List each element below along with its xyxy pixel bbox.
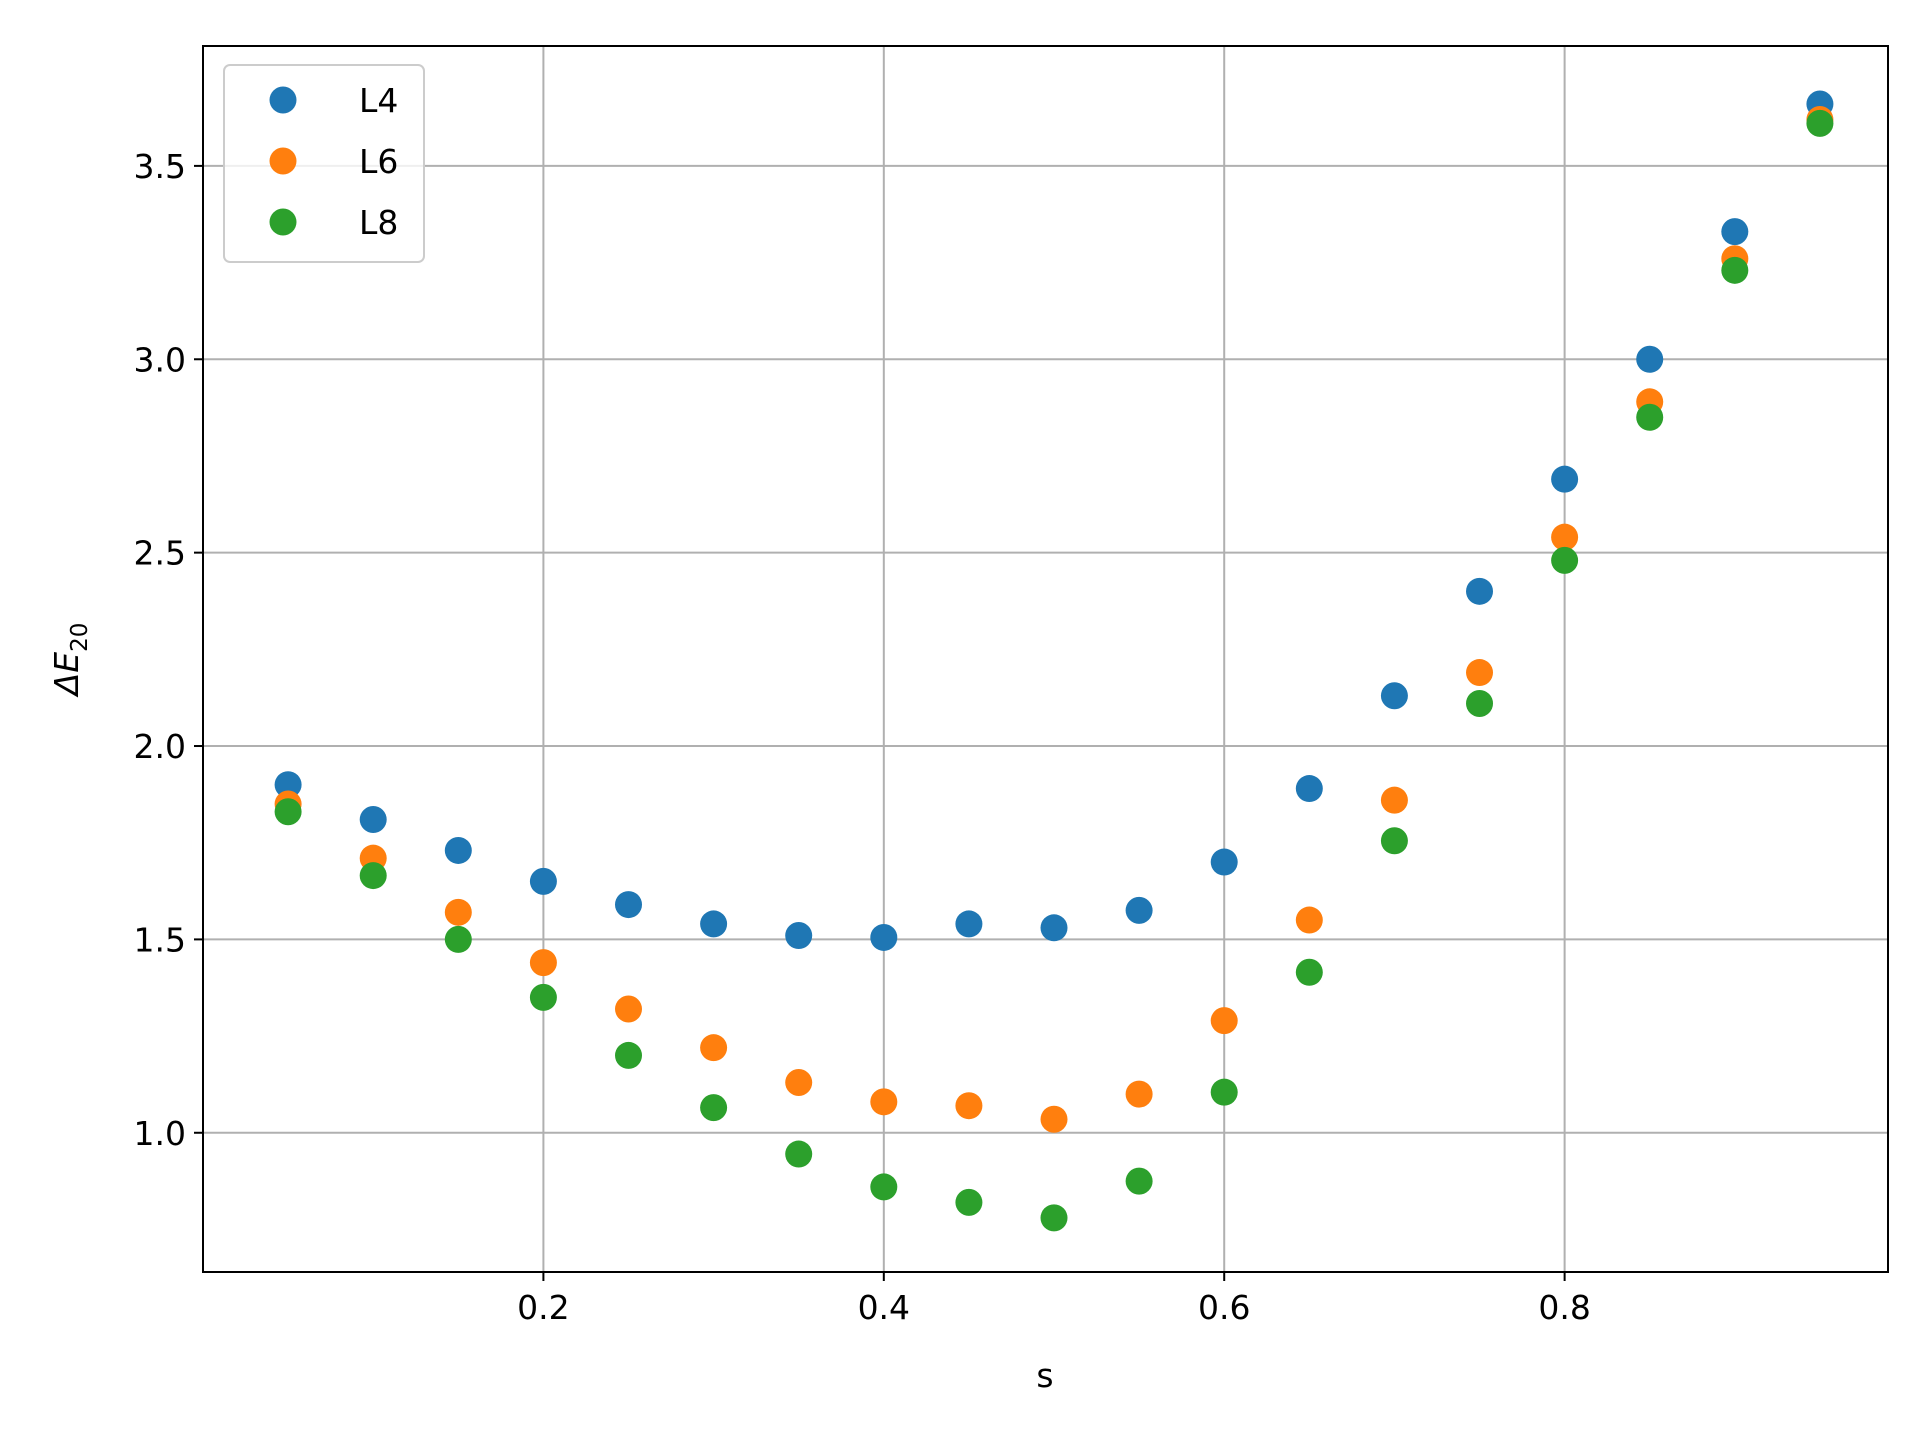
data-point-l8 — [1210, 1078, 1238, 1106]
legend: L4 L6 L8 — [223, 64, 425, 263]
legend-marker-l6 — [269, 147, 297, 175]
data-point-l8 — [700, 1094, 728, 1122]
data-point-l4 — [1210, 848, 1238, 876]
data-point-l6 — [1210, 1007, 1238, 1035]
data-point-l8 — [955, 1188, 983, 1216]
data-point-l4 — [1125, 896, 1153, 924]
data-point-l8 — [359, 862, 387, 890]
data-point-l4 — [870, 923, 898, 951]
y-tick-label: 2.5 — [134, 534, 186, 573]
data-point-l8 — [1040, 1204, 1068, 1232]
x-tick-label: 0.2 — [517, 1288, 569, 1327]
data-point-l8 — [1636, 403, 1664, 431]
y-tick-label: 1.5 — [134, 920, 186, 959]
data-point-l4 — [1636, 345, 1664, 373]
data-point-l8 — [1466, 689, 1494, 717]
y-axis-label-prefix: ΔE — [47, 652, 86, 699]
data-point-l4 — [1721, 218, 1749, 246]
data-point-l8 — [785, 1140, 813, 1168]
data-point-l8 — [1721, 256, 1749, 284]
data-point-l8 — [1295, 958, 1323, 986]
data-point-l4 — [359, 806, 387, 834]
data-point-l6 — [1380, 786, 1408, 814]
x-tick-label: 0.4 — [858, 1288, 910, 1327]
data-point-l6 — [700, 1034, 728, 1062]
data-point-l6 — [615, 995, 643, 1023]
data-point-l4 — [615, 891, 643, 919]
series-l4 — [274, 90, 1834, 951]
grid-lines — [203, 46, 1888, 1272]
data-point-l4 — [1295, 775, 1323, 803]
data-point-l4 — [1551, 465, 1579, 493]
data-point-l6 — [1466, 659, 1494, 687]
data-point-l4 — [1040, 914, 1068, 942]
data-point-l4 — [444, 836, 472, 864]
data-point-l8 — [1551, 546, 1579, 574]
data-point-l8 — [1806, 109, 1834, 137]
data-point-l6 — [529, 949, 557, 977]
plot-area — [203, 46, 1888, 1272]
plot-frame — [202, 45, 1889, 1273]
axis-ticks: 0.2 0.4 0.6 0.8 1.0 1.5 2.0 2.5 3.0 3.5 — [134, 147, 1591, 1327]
data-point-l6 — [1551, 523, 1579, 551]
x-tick-label: 0.6 — [1198, 1288, 1250, 1327]
data-point-l8 — [444, 925, 472, 953]
data-point-l6 — [1125, 1080, 1153, 1108]
data-point-l4 — [1380, 682, 1408, 710]
legend-label-l4: L4 — [359, 81, 398, 120]
x-tick-label: 0.8 — [1538, 1288, 1590, 1327]
data-point-l6 — [1040, 1105, 1068, 1133]
data-series — [274, 90, 1834, 1232]
legend-label-l6: L6 — [359, 142, 398, 181]
data-point-l6 — [955, 1092, 983, 1120]
y-tick-label: 1.0 — [134, 1114, 186, 1153]
data-point-l8 — [615, 1041, 643, 1069]
data-point-l4 — [529, 867, 557, 895]
data-point-l4 — [700, 910, 728, 938]
legend-label-l8: L8 — [359, 203, 398, 242]
data-point-l8 — [1125, 1167, 1153, 1195]
y-tick-label: 3.5 — [134, 147, 186, 186]
data-point-l4 — [274, 771, 302, 799]
y-tick-label: 3.0 — [134, 340, 186, 379]
y-axis-label-subscript: 20 — [67, 623, 93, 652]
data-point-l8 — [274, 798, 302, 826]
data-point-l4 — [1466, 577, 1494, 605]
y-axis-label: ΔE20 — [47, 623, 93, 699]
data-point-l4 — [955, 910, 983, 938]
legend-marker-l4 — [269, 86, 297, 114]
data-point-l8 — [870, 1173, 898, 1201]
series-l8 — [274, 109, 1834, 1232]
data-point-l6 — [1295, 906, 1323, 934]
y-tick-label: 2.0 — [134, 727, 186, 766]
data-point-l4 — [785, 922, 813, 950]
data-point-l6 — [785, 1068, 813, 1096]
data-point-l6 — [870, 1088, 898, 1116]
x-axis-label: s — [1036, 1356, 1053, 1395]
legend-marker-l8 — [269, 208, 297, 236]
data-point-l8 — [529, 983, 557, 1011]
data-point-l8 — [1380, 827, 1408, 855]
data-point-l6 — [444, 898, 472, 926]
